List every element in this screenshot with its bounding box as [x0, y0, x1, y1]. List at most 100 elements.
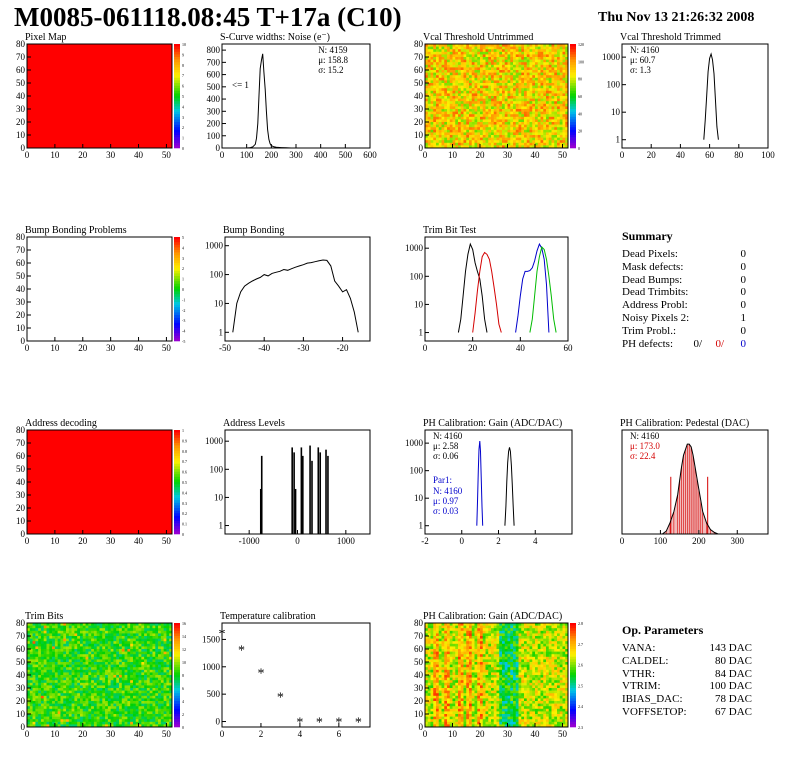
- trim-bits-cell: [121, 656, 125, 660]
- vcal-untrimmed-cell: [504, 72, 508, 76]
- trim-bits-cell: [52, 664, 56, 668]
- address-decoding-ytick-label: 70: [16, 438, 26, 448]
- trim-bits-cell: [68, 667, 72, 671]
- ph-gain-map-title: PH Calibration: Gain (ADC/DAC): [423, 611, 562, 622]
- vcal-untrimmed-cell: [543, 96, 547, 99]
- vcal-untrimmed-cell: [452, 54, 456, 58]
- vcal-untrimmed-cell: [537, 64, 541, 68]
- trim-bits-cell: [60, 675, 64, 678]
- trim-bits-cell: [124, 706, 128, 710]
- trim-bits-cell: [166, 685, 170, 689]
- vcal-untrimmed-cell: [480, 51, 484, 55]
- trim-bits-cell: [141, 706, 145, 710]
- vcal-untrimmed-cell: [540, 137, 544, 141]
- trim-bits-cell: [169, 675, 173, 678]
- bump-bonding-problems-frame: [26, 236, 173, 342]
- vcal-untrimmed-cell: [518, 72, 522, 76]
- trim-bits-cell: [119, 667, 123, 671]
- vcal-untrimmed-palette-swatch: [570, 54, 576, 58]
- vcal-untrimmed-cell: [496, 132, 500, 136]
- vcal-untrimmed-cell: [565, 116, 569, 120]
- vcal-untrimmed-cell: [557, 114, 561, 118]
- vcal-untrimmed-cell: [485, 80, 489, 84]
- trim-bits-cell: [146, 625, 150, 629]
- vcal-untrimmed-cell: [447, 70, 451, 73]
- vcal-untrimmed-cell: [513, 140, 517, 144]
- vcal-untrimmed-cell: [452, 119, 456, 123]
- vcal-untrimmed-cell: [529, 109, 533, 112]
- vcal-untrimmed-cell: [507, 80, 511, 84]
- vcal-untrimmed-cell: [565, 106, 569, 110]
- vcal-untrimmed-palette-swatch: [570, 85, 576, 89]
- vcal-untrimmed-cell: [463, 64, 467, 68]
- vcal-untrimmed-cell: [507, 75, 511, 79]
- trim-bits-cell: [102, 711, 106, 715]
- trim-bits-cell: [169, 628, 173, 632]
- trim-bits-cell: [116, 656, 120, 660]
- trim-bits-cell: [60, 708, 64, 712]
- vcal-untrimmed-title: Vcal Threshold Untrimmed: [423, 32, 533, 43]
- trim-bits-cell: [60, 677, 64, 681]
- vcal-untrimmed-cell: [436, 88, 440, 92]
- trim-bits-cell: [46, 669, 50, 673]
- trim-bits-cell: [91, 659, 95, 663]
- vcal-trimmed-xtick-label: 40: [676, 150, 686, 160]
- vcal-untrimmed-cell: [562, 96, 566, 99]
- vcal-untrimmed-cell: [458, 72, 462, 76]
- ph-gain-map-cell: [425, 688, 429, 691]
- vcal-untrimmed-cell: [532, 59, 536, 63]
- vcal-untrimmed-cell: [502, 109, 506, 112]
- ph-gain-map-cell: [430, 716, 434, 720]
- vcal-untrimmed-cell: [526, 49, 530, 53]
- trim-bits-cell: [71, 625, 75, 629]
- vcal-untrimmed-cell: [565, 54, 569, 58]
- trim-bits-cell: [40, 703, 45, 707]
- trim-bits-cell: [29, 690, 33, 694]
- vcal-untrimmed-cell: [535, 67, 539, 71]
- vcal-untrimmed-cell: [504, 132, 508, 136]
- trim-bits-cell: [68, 708, 72, 712]
- pixel-map-palette-tick: 2: [182, 125, 184, 130]
- vcal-untrimmed-cell: [491, 103, 495, 107]
- vcal-untrimmed-cell: [477, 72, 481, 76]
- vcal-untrimmed-cell: [430, 132, 434, 136]
- trim-bits-cell: [135, 625, 139, 629]
- vcal-untrimmed-cell: [488, 57, 492, 60]
- trim-bits-cell: [144, 680, 148, 684]
- vcal-untrimmed-cell: [526, 85, 530, 89]
- vcal-untrimmed-cell: [507, 90, 511, 94]
- vcal-untrimmed-cell: [551, 132, 555, 136]
- vcal-untrimmed-cell: [425, 145, 429, 149]
- vcal-untrimmed-cell: [455, 44, 459, 47]
- vcal-untrimmed-cell: [565, 90, 569, 94]
- vcal-untrimmed-cell: [441, 46, 445, 50]
- trim-bits-cell: [158, 654, 162, 658]
- trim-bits-cell: [169, 667, 173, 671]
- vcal-untrimmed-cell: [521, 88, 525, 92]
- vcal-untrimmed-cell: [427, 135, 431, 138]
- trim-bits-cell: [54, 719, 58, 723]
- trim-bits-cell: [127, 716, 131, 720]
- vcal-untrimmed-cell: [548, 49, 552, 53]
- vcal-untrimmed-cell: [524, 93, 528, 97]
- trim-bits-cell: [60, 698, 64, 702]
- trim-bits-cell: [121, 688, 125, 691]
- trim-bits-cell: [49, 633, 53, 637]
- bump-bonding-problems-palette-tick: 0: [182, 287, 184, 292]
- vcal-untrimmed-cell: [485, 46, 489, 50]
- vcal-untrimmed-cell: [551, 85, 555, 89]
- trim-bits-cell: [166, 714, 170, 717]
- vcal-untrimmed-cell: [444, 90, 448, 94]
- bump-bonding-problems-palette-swatch: [174, 302, 180, 305]
- vcal-untrimmed-cell: [507, 51, 511, 55]
- trim-bits-cell: [99, 716, 103, 720]
- trim-bits-cell: [138, 682, 142, 686]
- trim-bits-cell: [138, 669, 142, 673]
- trim-bits-cell: [155, 664, 159, 668]
- trim-bits-cell: [79, 646, 84, 650]
- trim-bits-cell: [124, 682, 128, 686]
- vcal-untrimmed-cell: [535, 70, 539, 73]
- vcal-untrimmed-palette-swatch: [570, 80, 576, 84]
